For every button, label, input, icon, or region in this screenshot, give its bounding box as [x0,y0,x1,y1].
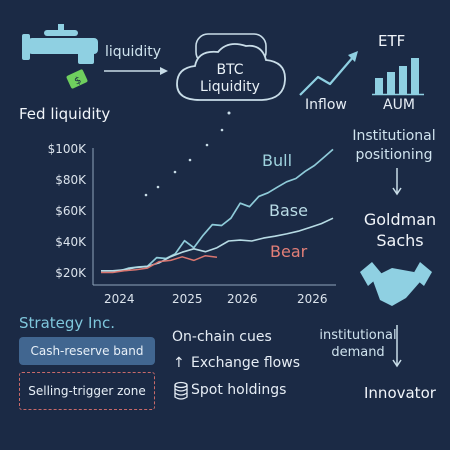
dotted-path [144,111,231,197]
y-tick-label: $20K [55,266,86,280]
down-arrow [392,325,402,368]
spot-holdings-label: Spot holdings [191,382,287,398]
y-tick-label: $80K [55,173,86,187]
cloud-icon [176,33,286,101]
exchange-flows-label: Exchange flows [191,355,300,371]
y-tick-label: $100K [47,142,86,156]
series-line-bear [101,254,218,274]
inflow-label: Inflow [305,97,347,113]
y-tick-label: $40K [55,235,86,249]
institutional-demand-label: institutional demand [319,328,397,360]
series-line-base [101,217,334,272]
series-label-base: Base [269,201,308,220]
chart-plot [101,148,334,274]
etf-title: ETF [378,32,406,50]
faucet-icon [22,24,98,64]
series-label-bear: Bear [270,242,308,261]
down-arrow [392,168,402,196]
strategy-title: Strategy Inc. [19,314,115,332]
x-tick-label: 2026 [297,292,328,306]
fed-liquidity-label: Fed liquidity [19,105,111,123]
onchain-title: On-chain cues [172,329,272,345]
goldman-sachs-label: Goldman Sachs [363,210,437,250]
aum-bars-icon [372,58,424,96]
spot-holdings-row: Spot holdings [173,382,286,398]
x-tick-label: 2026 [227,292,258,306]
liquidity-flow-label: liquidity [105,44,161,60]
selling-trigger-zone: Selling-trigger zone [19,372,155,410]
money-icon: $ [66,69,88,89]
series-label-bull: Bull [262,151,293,170]
institutional-positioning-label: Institutional positioning [352,128,436,163]
liquidity-arrow [104,67,168,75]
cash-reserve-band: Cash-reserve band [19,337,155,365]
chart-axes [92,148,336,286]
database-icon [174,381,188,400]
handshake-icon [360,262,432,306]
x-tick-label: 2025 [172,292,203,306]
aum-label: AUM [383,97,415,113]
up-arrow-icon: ↑ [173,355,185,371]
btc-liquidity-label: BTC Liquidity [200,62,260,95]
x-tick-label: 2024 [104,292,135,306]
exchange-flows-row: ↑ Exchange flows [173,355,300,371]
y-tick-label: $60K [55,204,86,218]
inflow-trend-icon [299,51,358,96]
innovator-label: Innovator [364,384,436,402]
svg-text:$: $ [73,75,83,88]
